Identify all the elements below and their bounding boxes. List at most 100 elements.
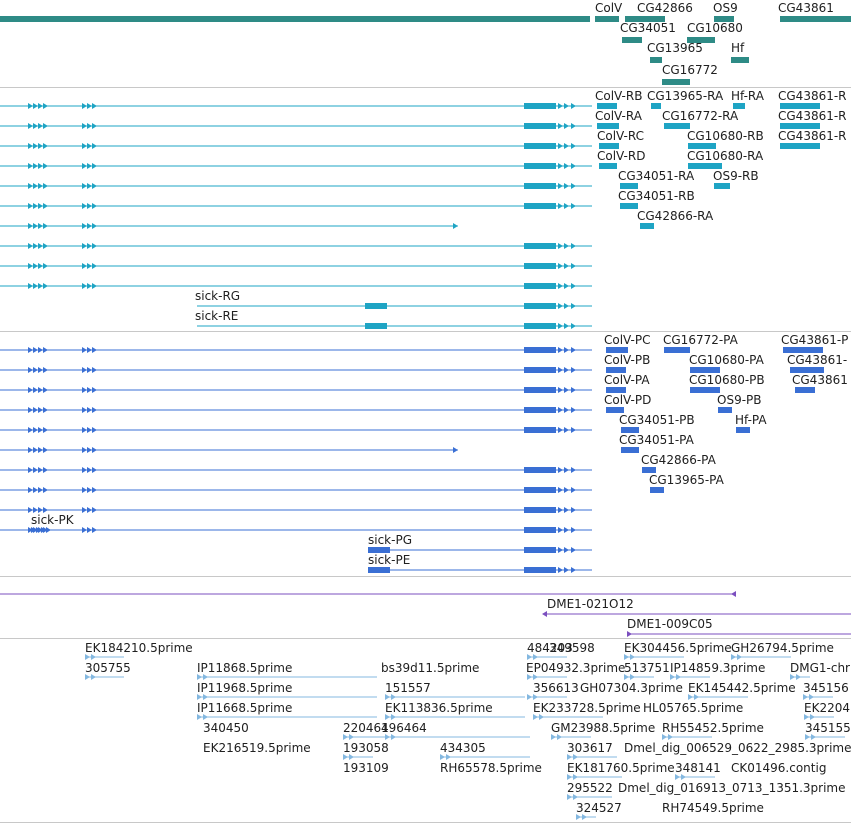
est-feature-label[interactable]: GH26794.5prime	[731, 641, 834, 655]
transcript-feature-label[interactable]: Hf-RA	[731, 89, 764, 103]
est-feature-label[interactable]: 151557	[385, 681, 431, 695]
polypeptide-feature-label[interactable]: CG43861-	[787, 353, 848, 367]
est-feature-label[interactable]: EK216519.5prime	[203, 741, 311, 755]
sick-feature-row[interactable]	[0, 407, 592, 413]
transcript-feature-label[interactable]: ColV-RC	[597, 129, 645, 143]
gene-feature-label[interactable]: CG42866	[637, 1, 693, 15]
est-feature-label[interactable]: IP11668.5prime	[197, 701, 293, 715]
est-track[interactable]: EK184210.5prime 484203 349598 EK304456.5pri…	[0, 639, 851, 823]
gene-track[interactable]: ColV CG42866 OS9 CG43861 CG34051 CG10680 CG139…	[0, 0, 851, 88]
est-feature[interactable]	[385, 734, 530, 740]
est-feature-label[interactable]: IP11968.5prime	[197, 681, 293, 695]
est-feature[interactable]	[197, 674, 377, 680]
est-feature-label[interactable]: 303617	[567, 741, 613, 755]
est-feature-label[interactable]: Dmel_dig_006529_0622_2985.3prime	[624, 741, 851, 755]
sick-feature-row[interactable]	[31, 527, 92, 533]
polypeptide-feature-label[interactable]: Hf-PA	[735, 413, 767, 427]
est-feature-label[interactable]: EP04932.3prime	[526, 661, 626, 675]
gene-feature-label[interactable]: CG34051	[620, 21, 676, 35]
transcript-feature-label[interactable]: sick-RE	[195, 309, 239, 323]
transcript-feature-label[interactable]: ColV-RA	[595, 109, 642, 123]
gene-feature-label[interactable]: OS9	[713, 1, 738, 15]
transcript-feature-label[interactable]: CG34051-RA	[618, 169, 695, 183]
est-feature-label[interactable]: EK233728.5prime	[533, 701, 641, 715]
sick-feature-row[interactable]	[368, 547, 592, 553]
transcript-feature-label[interactable]: CG43861-R	[778, 89, 847, 103]
est-feature-label[interactable]: Dmel_dig_016913_0713_1351.3prime	[618, 781, 846, 795]
est-feature[interactable]	[567, 794, 612, 800]
sick-feature-row[interactable]	[0, 263, 592, 269]
est-feature-label[interactable]: HL05765.5prime	[643, 701, 744, 715]
est-feature[interactable]	[688, 694, 748, 700]
polypeptide-feature-label[interactable]: sick-PG	[368, 533, 412, 547]
polypeptide-feature-label[interactable]: CG42866-PA	[641, 453, 716, 467]
primer-track[interactable]: DME1-021O12 DME1-009C05	[0, 576, 851, 639]
sick-feature-row[interactable]	[0, 387, 592, 393]
est-feature-label[interactable]: 513751	[624, 661, 670, 675]
polypeptide-track[interactable]: ColV-PC CG16772-PA CG43861-P ColV-PB CG10680…	[0, 332, 851, 577]
primer-feature-label[interactable]: DME1-009C05	[627, 617, 713, 631]
polypeptide-feature-label[interactable]: CG10680-PA	[689, 353, 764, 367]
transcript-feature-label[interactable]: CG13965-RA	[647, 89, 724, 103]
est-feature-label[interactable]: CK01496.contig	[731, 761, 827, 775]
sick-feature-row[interactable]	[0, 103, 592, 109]
est-feature-label[interactable]: 496464	[381, 721, 427, 735]
est-feature-label[interactable]: 356613	[533, 681, 579, 695]
gene-feature-label[interactable]: ColV	[595, 1, 623, 15]
polypeptide-feature-label[interactable]: sick-PE	[368, 553, 411, 567]
est-feature[interactable]	[85, 654, 124, 660]
est-feature-label[interactable]: DMG1-chr	[790, 661, 850, 675]
est-feature-label[interactable]: EK2204	[804, 701, 850, 715]
transcript-track[interactable]: ColV-RB CG13965-RA Hf-RA CG43861-R ColV-RA CG…	[0, 88, 851, 332]
est-feature-label[interactable]: EK181760.5prime	[567, 761, 675, 775]
transcript-feature-label[interactable]: CG34051-RB	[618, 189, 695, 203]
est-feature-label[interactable]: 348141	[675, 761, 721, 775]
est-feature[interactable]	[675, 774, 715, 780]
polypeptide-feature-label[interactable]: OS9-PB	[717, 393, 762, 407]
est-feature[interactable]	[527, 694, 567, 700]
transcript-feature-label[interactable]: OS9-RB	[713, 169, 759, 183]
transcript-feature-label[interactable]: CG43861-R	[778, 129, 847, 143]
polypeptide-feature-label[interactable]: ColV-PB	[604, 353, 651, 367]
est-feature-label[interactable]: EK145442.5prime	[688, 681, 796, 695]
est-feature[interactable]	[551, 734, 591, 740]
transcript-feature-label[interactable]: ColV-RB	[595, 89, 643, 103]
est-feature[interactable]	[731, 654, 791, 660]
sick-feature-row[interactable]	[0, 447, 458, 453]
est-feature[interactable]	[805, 734, 845, 740]
est-feature[interactable]	[533, 714, 603, 720]
est-feature[interactable]	[567, 774, 622, 780]
polypeptide-feature-label[interactable]: CG43861	[792, 373, 848, 387]
est-feature-label[interactable]: RH74549.5prime	[662, 801, 764, 815]
gene-feature-label[interactable]: Hf	[731, 41, 745, 55]
sick-feature-row[interactable]	[0, 347, 592, 353]
est-feature[interactable]	[624, 654, 684, 660]
gene-feature-label[interactable]: CG16772	[662, 63, 718, 77]
sick-feature-row[interactable]	[0, 243, 592, 249]
sick-feature-row[interactable]	[0, 487, 592, 493]
est-feature-label[interactable]: 193058	[343, 741, 389, 755]
transcript-feature-label[interactable]: CG10680-RB	[687, 129, 764, 143]
est-feature[interactable]	[662, 734, 712, 740]
est-feature-label[interactable]: 193109	[343, 761, 389, 775]
sick-feature-row[interactable]	[368, 567, 592, 573]
est-feature-label[interactable]: 484203	[527, 641, 573, 655]
polypeptide-feature-label[interactable]: sick-PK	[31, 513, 74, 527]
est-feature[interactable]	[197, 694, 377, 700]
est-feature[interactable]	[790, 674, 810, 680]
sick-feature-row[interactable]	[0, 507, 592, 513]
est-feature-label[interactable]: 345156	[803, 681, 849, 695]
est-feature-label[interactable]: EK184210.5prime	[85, 641, 193, 655]
transcript-feature-label[interactable]: sick-RG	[195, 289, 241, 303]
sick-feature-row[interactable]	[0, 427, 592, 433]
polypeptide-feature-label[interactable]: ColV-PC	[604, 333, 651, 347]
primer-feature-label[interactable]: DME1-021O12	[547, 597, 634, 611]
est-feature[interactable]	[85, 674, 124, 680]
sick-feature-row[interactable]	[0, 467, 592, 473]
sick-feature-row[interactable]	[0, 367, 592, 373]
gene-feature-label[interactable]: CG13965	[647, 41, 703, 55]
est-feature-label[interactable]: RH55452.5prime	[662, 721, 764, 735]
polypeptide-feature-label[interactable]: CG34051-PA	[619, 433, 694, 447]
polypeptide-feature-label[interactable]: CG10680-PB	[689, 373, 765, 387]
